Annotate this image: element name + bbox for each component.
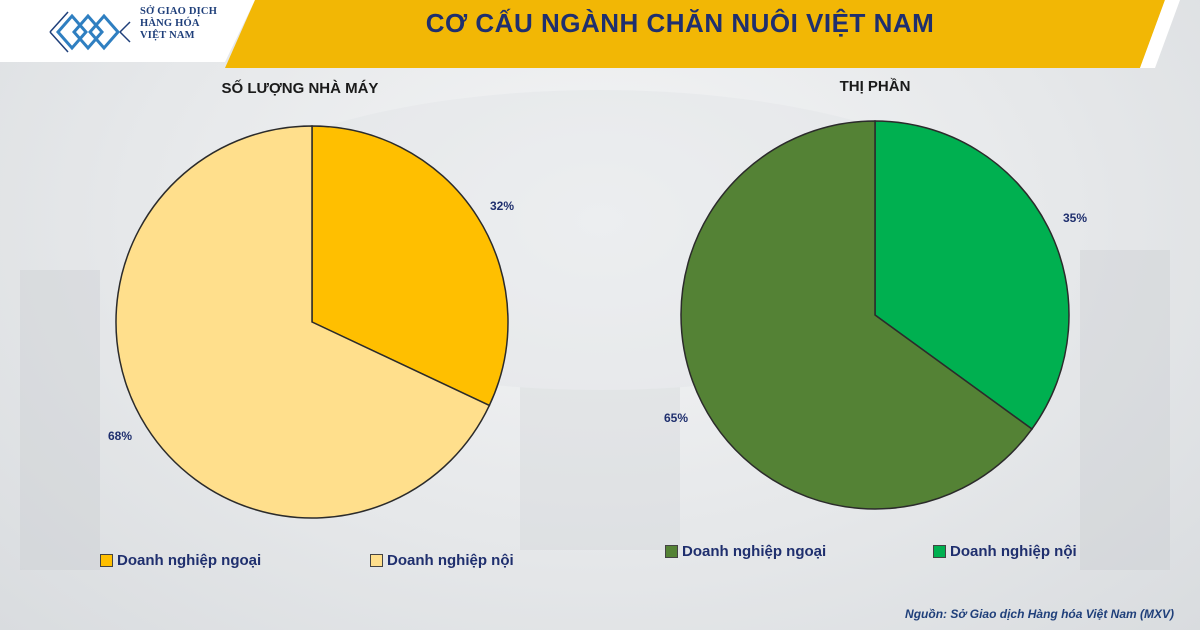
pie-slice-foreign (874, 120, 1070, 431)
data-label: 35% (1063, 211, 1087, 225)
logo-text: SỞ GIAO DỊCH HÀNG HÓA VIỆT NAM (140, 6, 217, 42)
pie-chart-factories: 32% 68% (108, 125, 514, 519)
pie-slice-domestic (680, 120, 1033, 510)
data-label: 68% (108, 429, 132, 443)
chart-title-factories: SỐ LƯỢNG NHÀ MÁY (221, 80, 379, 97)
legend-label: Doanh nghiệp nội (387, 552, 514, 569)
page-title: CƠ CẤU NGÀNH CHĂN NUÔI VIỆT NAM (425, 8, 935, 38)
legend-label: Doanh nghiệp nội (950, 543, 1077, 560)
logo-mark-icon (49, 11, 131, 53)
logo-line: VIỆT NAM (140, 30, 195, 41)
data-label: 65% (664, 411, 688, 425)
data-label: 32% (490, 199, 514, 213)
title-banner (225, 0, 1165, 68)
source-note: Nguồn: Sở Giao dịch Hàng hóa Việt Nam (M… (905, 607, 1174, 621)
pie-chart-market-share: 35% 65% (664, 120, 1087, 510)
legend-swatch (665, 545, 678, 558)
logo-line: HÀNG HÓA (140, 18, 200, 29)
pie-slice-domestic (115, 125, 491, 519)
legend-item-factories-foreign: Doanh nghiệp ngoại (100, 552, 261, 569)
legend-item-factories-domestic: Doanh nghiệp nội (370, 552, 514, 569)
legend-item-share-foreign: Doanh nghiệp ngoại (665, 543, 826, 560)
pie-slice-foreign (311, 125, 509, 407)
logo (40, 4, 230, 60)
logo-line: SỞ GIAO DỊCH (140, 6, 218, 17)
chart-title-market-share: THỊ PHẦN (839, 78, 911, 95)
legend-swatch (100, 554, 113, 567)
legend-swatch (933, 545, 946, 558)
legend-label: Doanh nghiệp ngoại (117, 552, 262, 569)
legend-swatch (370, 554, 383, 567)
legend-item-share-domestic: Doanh nghiệp nội (933, 543, 1077, 560)
legend-label: Doanh nghiệp ngoại (682, 543, 827, 560)
